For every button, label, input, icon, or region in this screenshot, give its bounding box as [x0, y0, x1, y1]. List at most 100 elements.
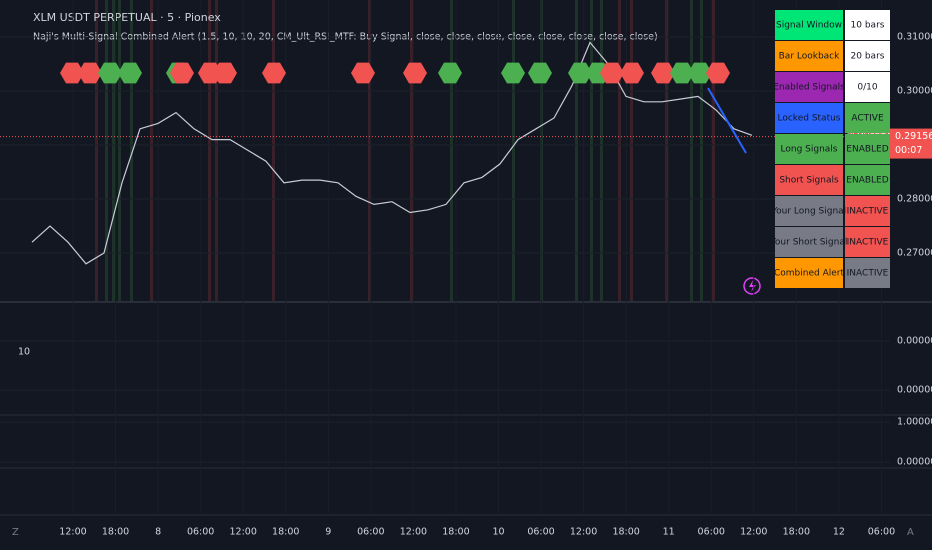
table-label: Bar Lookback — [779, 52, 841, 62]
signal-band — [368, 0, 371, 302]
time-tick-label: 8 — [155, 527, 161, 538]
time-tick-label: 18:00 — [612, 527, 639, 538]
table-value: ACTIVE — [851, 114, 884, 124]
signal-marker — [351, 62, 375, 84]
symbol-title: XLM USDT PERPETUAL · 5 · Pionex — [33, 11, 221, 24]
table-value-cell — [845, 165, 890, 195]
signal-band — [208, 0, 211, 302]
table-label-cell — [775, 165, 843, 195]
signal-marker — [528, 62, 552, 84]
time-tick-label: 06:00 — [357, 527, 384, 538]
signal-band — [700, 0, 703, 302]
table-label-cell — [775, 72, 843, 102]
signal-band — [130, 0, 133, 302]
time-tick-label: 18:00 — [442, 527, 469, 538]
signal-marker — [98, 62, 122, 84]
signal-band — [512, 0, 515, 302]
table-value: 20 bars — [851, 52, 885, 62]
zoom-icon[interactable]: Z — [12, 527, 19, 538]
price-tag-text: 0.29156 — [895, 131, 932, 142]
signal-band — [215, 0, 218, 302]
table-value: 10 bars — [851, 21, 885, 31]
time-tick-label: 12:00 — [230, 527, 257, 538]
table-label: Your Short Signal — [770, 238, 848, 248]
table-value-cell — [845, 258, 890, 288]
signal-band — [690, 0, 693, 302]
signal-marker — [262, 62, 286, 84]
signal-band — [575, 0, 578, 302]
signal-band — [272, 0, 275, 302]
signal-marker — [688, 62, 712, 84]
time-tick-label: 18:00 — [783, 527, 810, 538]
table-value: ENABLED — [846, 145, 888, 155]
time-tick-label: 18:00 — [272, 527, 299, 538]
table-label-cell — [775, 227, 843, 257]
alert-icon[interactable] — [743, 277, 761, 295]
table-label: Locked Status — [778, 114, 841, 124]
table-label: Signal Window — [776, 21, 842, 31]
signal-band — [618, 0, 621, 302]
signal-marker — [213, 62, 237, 84]
table-value-cell — [845, 134, 890, 164]
signal-marker — [706, 62, 730, 84]
signal-band — [600, 0, 603, 302]
signal-marker — [403, 62, 427, 84]
table-value-cell — [845, 103, 890, 133]
signal-marker — [170, 62, 194, 84]
signal-band — [450, 0, 453, 302]
signal-marker — [600, 62, 624, 84]
table-value: INACTIVE — [847, 207, 889, 217]
table-value: INACTIVE — [847, 269, 889, 279]
countdown-text: 00:07 — [895, 145, 922, 156]
signal-band — [630, 0, 633, 302]
signal-marker — [78, 62, 102, 84]
time-tick-label: 18:00 — [102, 527, 129, 538]
alert-icon-bolt — [749, 280, 756, 292]
time-tick-label: 06:00 — [698, 527, 725, 538]
table-label: Short Signals — [779, 176, 839, 186]
signal-marker — [568, 62, 592, 84]
table-label: Long Signals — [781, 145, 838, 155]
signal-bands — [95, 0, 715, 302]
time-tick-label: 11 — [663, 527, 675, 538]
time-tick-label: 12 — [833, 527, 845, 538]
table-label-cell — [775, 134, 843, 164]
price-line — [31, 41, 753, 265]
table-value-cell — [845, 41, 890, 71]
table-value-cell — [845, 10, 890, 40]
time-tick-label: 12:00 — [740, 527, 767, 538]
signal-band — [590, 0, 593, 302]
auto-icon[interactable]: A — [907, 527, 914, 538]
table-label-cell — [775, 10, 843, 40]
signal-band — [410, 0, 413, 302]
table-label: Your Long Signal — [771, 207, 846, 217]
time-tick-label: 06:00 — [868, 527, 895, 538]
table-label-cell — [775, 258, 843, 288]
signal-marker — [118, 62, 142, 84]
table-label: Enabled Signals — [773, 83, 845, 93]
price-tick-label: 0.27000 — [897, 248, 932, 259]
table-value: INACTIVE — [847, 238, 889, 248]
pane-label: 10 — [18, 347, 30, 358]
table-label-cell — [775, 196, 843, 226]
price-tag — [890, 128, 932, 159]
signal-band — [665, 0, 668, 302]
time-tick-label: 06:00 — [527, 527, 554, 538]
signal-band — [118, 0, 121, 302]
time-tick-label: 12:00 — [570, 527, 597, 538]
time-tick-label: 12:00 — [59, 527, 86, 538]
signal-marker — [651, 62, 675, 84]
table-value-cell — [845, 196, 890, 226]
signal-marker — [438, 62, 462, 84]
time-tick-label: 10 — [492, 527, 504, 538]
table-value: 0/10 — [857, 83, 877, 93]
time-tick-label: 9 — [325, 527, 331, 538]
table-label-cell — [775, 41, 843, 71]
